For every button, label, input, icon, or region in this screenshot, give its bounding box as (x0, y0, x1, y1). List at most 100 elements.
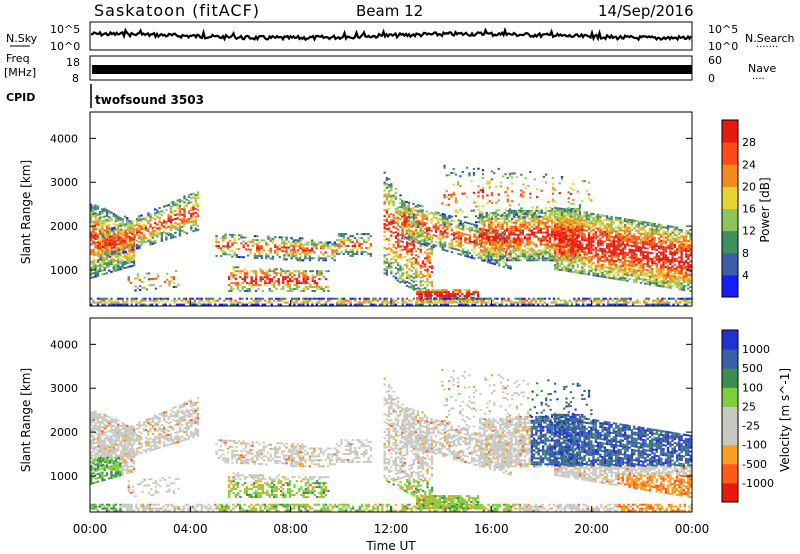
power-cell-3085 (521, 229, 524, 232)
power-cell-4658 (655, 248, 658, 251)
power-cell-4931 (680, 245, 683, 248)
power-cell-4334 (626, 275, 629, 278)
power-cell-2392 (466, 237, 469, 240)
power-cell-3256 (544, 257, 547, 260)
power-cell-1506 (333, 255, 336, 258)
power-cell-1074 (276, 254, 279, 256)
power-cell-2995 (512, 257, 515, 260)
power-cell-3618 (558, 241, 561, 244)
power-cell-105 (96, 221, 100, 224)
power-cell-403 (126, 218, 129, 221)
power-cell-1717 (392, 202, 395, 205)
power-cell-3721 (567, 248, 570, 251)
power-cell-2174 (421, 225, 424, 228)
power-cell-569 (124, 233, 127, 236)
power-cell-2182 (421, 209, 424, 212)
power-cell-4552 (646, 271, 649, 274)
power-cell-4807 (669, 247, 672, 250)
power-cell-2716 (470, 297, 473, 299)
power-cell-2562 (507, 264, 510, 267)
power-cell-3693 (565, 254, 568, 257)
power-cell-626 (140, 238, 143, 241)
power-cell-1904 (410, 220, 413, 223)
power-cell-4191 (612, 261, 615, 264)
power-cell-2218 (430, 235, 433, 238)
power-cell-2829 (490, 231, 493, 234)
power-cell-3806 (576, 271, 579, 274)
power-cell-739 (167, 216, 170, 219)
power-cell-1687 (390, 234, 393, 237)
power-cell-1093 (283, 246, 286, 249)
power-cell-1128 (296, 249, 299, 252)
power-cell-1841 (406, 265, 409, 268)
power-cell-1363 (309, 286, 312, 288)
power-cell-2831 (490, 225, 493, 228)
power-cell-15 (90, 233, 93, 236)
power-cell-4944 (682, 275, 685, 278)
power-cell-4505 (642, 270, 645, 273)
power-cell-3502 (571, 211, 574, 214)
power-cell-4826 (671, 257, 674, 260)
power-cell-3035 (517, 259, 520, 262)
power-cell-493 (104, 243, 107, 246)
power-cell-2197 (425, 238, 429, 241)
power-cell-37 (92, 252, 95, 255)
power-cell-3746 (569, 242, 573, 245)
power-cell-20 (90, 217, 93, 220)
power-cell-1476 (320, 247, 323, 250)
power-cell-350 (121, 261, 124, 264)
power-cell-3675 (563, 233, 566, 236)
power-cell-4841 (673, 281, 676, 284)
power-cell-1340 (302, 290, 305, 292)
power-cell-4472 (637, 226, 640, 229)
power-cell-2760 (481, 227, 484, 230)
power-cell-2262 (439, 218, 442, 221)
power-cell-1109 (287, 240, 290, 243)
power-cell-3850 (578, 212, 582, 215)
power-cell-49 (92, 222, 95, 225)
power-cell-4003 (594, 247, 597, 249)
power-cell-1698 (390, 187, 393, 190)
power-cell-1433 (302, 247, 305, 250)
power-cell-3714 (567, 264, 570, 267)
power-cell-4211 (615, 268, 618, 270)
power-cell-2065 (430, 247, 434, 250)
power-cell-1134 (298, 253, 302, 256)
power-cell-4555 (646, 263, 649, 266)
power-cell-738 (167, 218, 170, 221)
power-cell-4073 (601, 250, 604, 252)
power-cell-1535 (342, 241, 345, 243)
power-cell-3562 (578, 207, 581, 210)
power-cell-2092 (403, 202, 406, 205)
power-cell-4362 (628, 260, 631, 263)
power-cell-3223 (539, 251, 542, 254)
power-cell-3046 (517, 233, 520, 236)
power-cell-4155 (608, 223, 611, 226)
power-cell-72 (94, 236, 97, 238)
power-cell-4781 (666, 246, 670, 249)
power-cell-4181 (610, 221, 613, 224)
power-cell-1213 (252, 270, 256, 273)
power-cell-510 (108, 242, 112, 244)
power-cell-4033 (596, 219, 600, 222)
power-cell-3572 (554, 244, 557, 247)
power-cell-1344 (302, 278, 305, 281)
power-cell-392 (126, 252, 129, 255)
power-cell-3997 (594, 266, 597, 269)
power-cell-361 (121, 232, 124, 234)
power-cell-1436 (304, 255, 307, 258)
power-cell-3750 (569, 231, 573, 234)
power-cell-877 (194, 197, 197, 200)
power-cell-3359 (555, 237, 558, 240)
power-cell-614 (138, 235, 141, 237)
power-cell-991 (238, 248, 241, 251)
power-cell-1896 (410, 242, 413, 244)
power-cell-180 (103, 223, 106, 226)
power-cell-4882 (675, 236, 679, 239)
power-cell-4358 (628, 268, 631, 271)
power-cell-1144 (301, 237, 304, 240)
power-cell-3791 (574, 249, 577, 252)
power-cell-2403 (468, 230, 472, 233)
power-cell-3420 (562, 221, 565, 224)
power-cell-1207 (250, 278, 253, 281)
